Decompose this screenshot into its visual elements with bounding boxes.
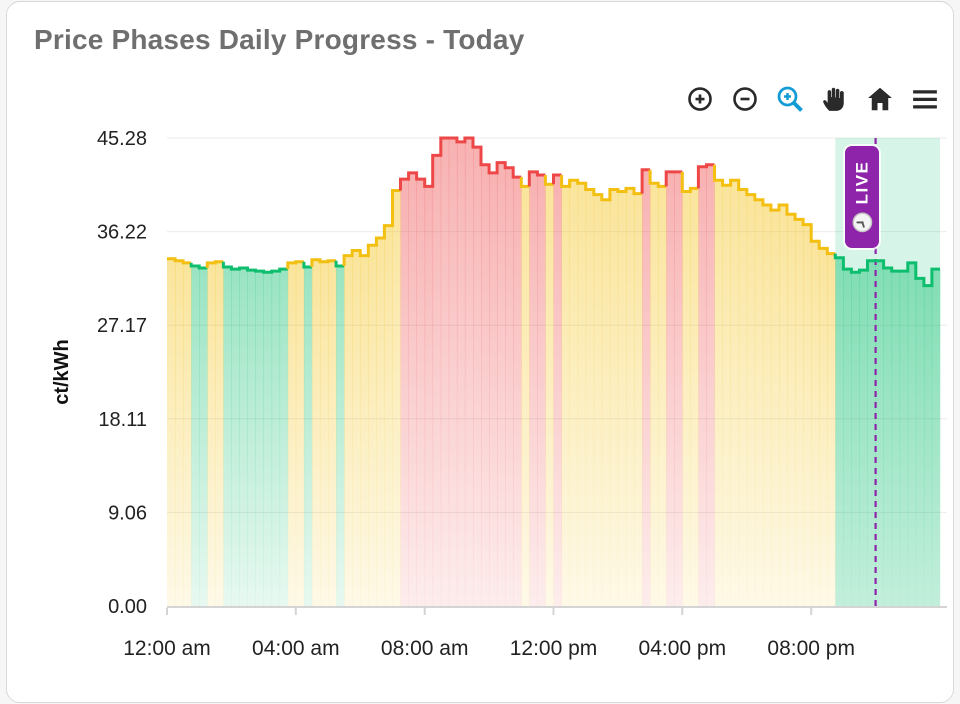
- zoom-in-icon: [688, 87, 712, 111]
- home-icon: [868, 87, 892, 111]
- clock-icon: [852, 212, 872, 233]
- pan-icon: [823, 87, 844, 111]
- live-label: LIVE: [852, 160, 872, 205]
- box-zoom-icon: [777, 86, 803, 112]
- pan-button[interactable]: [820, 84, 850, 114]
- live-badge: LIVE: [845, 146, 879, 248]
- y-tick-label: 36.22: [97, 222, 147, 244]
- y-tick-labels: 0.00 9.06 18.11 27.17 36.22 45.28: [97, 128, 147, 618]
- y-tick-label: 0.00: [108, 596, 147, 618]
- x-tick-label: 04:00 pm: [639, 637, 727, 660]
- zoom-out-button[interactable]: [730, 84, 760, 114]
- x-tick-label: 08:00 am: [381, 637, 469, 660]
- chart-title: Price Phases Daily Progress - Today: [34, 24, 525, 55]
- reset-axes-button[interactable]: [865, 84, 895, 114]
- x-tick-label: 12:00 am: [123, 637, 211, 660]
- x-tick-label: 04:00 am: [252, 637, 340, 660]
- phase-area-fills: [167, 138, 941, 607]
- x-axis: [166, 606, 947, 615]
- y-tick-label: 18.11: [98, 409, 147, 431]
- live-badge-content: LIVE: [851, 161, 873, 234]
- menu-button[interactable]: [910, 84, 940, 114]
- x-tick-label: 12:00 pm: [510, 637, 598, 660]
- y-axis-title: ct/kWh: [51, 339, 73, 405]
- zoom-out-icon: [733, 87, 757, 111]
- menu-icon: [913, 90, 937, 109]
- x-tick-label: 08:00 pm: [767, 637, 855, 660]
- box-zoom-button[interactable]: [775, 84, 805, 114]
- y-tick-label: 27.17: [97, 315, 147, 337]
- y-tick-label: 9.06: [108, 502, 147, 524]
- y-tick-label: 45.28: [97, 128, 147, 150]
- zoom-in-button[interactable]: [685, 84, 715, 114]
- x-tick-labels: 12:00 am 04:00 am 08:00 am 12:00 pm 04:00 pm…: [123, 637, 855, 660]
- price-step-line: [167, 136, 940, 288]
- modebar: [685, 84, 940, 114]
